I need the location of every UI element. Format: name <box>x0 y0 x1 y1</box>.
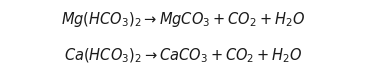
Text: $\mathit{Mg(HCO_3)_2 \rightarrow MgCO_3 + CO_2 + H_2O}$: $\mathit{Mg(HCO_3)_2 \rightarrow MgCO_3 … <box>61 10 305 29</box>
Text: $\mathit{Ca(HCO_3)_2 \rightarrow CaCO_3 + CO_2 + H_2O}$: $\mathit{Ca(HCO_3)_2 \rightarrow CaCO_3 … <box>64 46 302 65</box>
